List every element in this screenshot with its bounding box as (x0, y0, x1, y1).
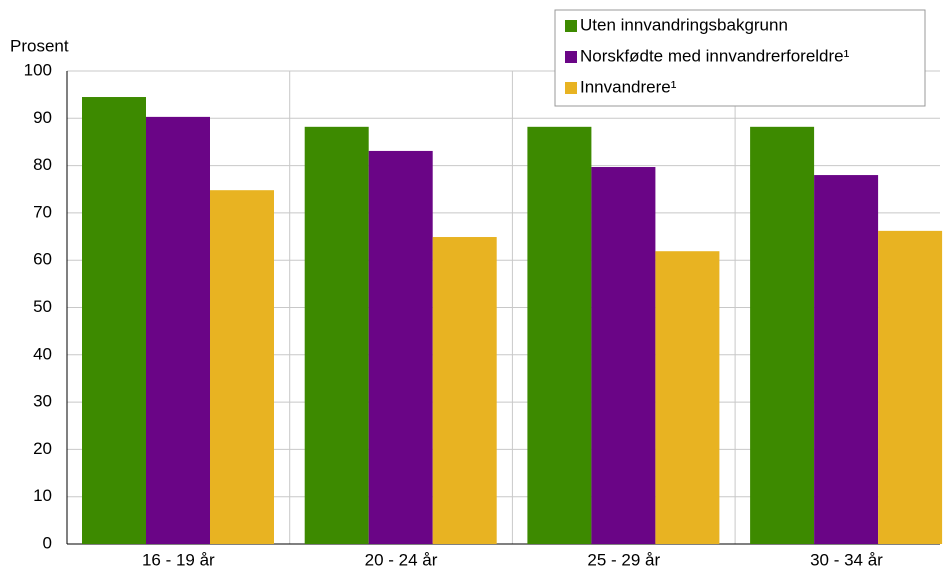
x-tick-label: 30 - 34 år (810, 550, 883, 569)
bar (655, 251, 720, 544)
y-tick-label: 20 (33, 439, 52, 458)
x-tick-label: 20 - 24 år (365, 550, 438, 569)
bar (432, 237, 497, 544)
y-tick-label: 0 (43, 533, 52, 552)
legend-swatch (565, 20, 577, 32)
legend-label: Uten innvandringsbakgrunn (580, 15, 788, 34)
legend-label: Innvandrere¹ (580, 77, 677, 96)
y-tick-label: 50 (33, 297, 52, 316)
y-tick-label: 40 (33, 344, 52, 363)
bar (304, 126, 369, 545)
y-tick-label: 70 (33, 202, 52, 221)
legend-label: Norskfødte med innvandrerforeldre¹ (580, 46, 850, 65)
y-tick-label: 10 (33, 486, 52, 505)
bar (146, 116, 210, 545)
legend-swatch (565, 82, 577, 94)
y-tick-label: 100 (24, 60, 52, 79)
bar (814, 175, 879, 544)
y-tick-label: 80 (33, 155, 52, 174)
legend-box (554, 9, 926, 107)
bar (210, 190, 274, 545)
x-tick-label: 16 - 19 år (142, 550, 215, 569)
bar (527, 126, 592, 545)
y-axis-label: Prosent (10, 36, 69, 55)
bar (878, 230, 943, 544)
bar (750, 126, 815, 545)
bar (368, 150, 433, 544)
y-tick-label: 90 (33, 108, 52, 127)
legend-swatch (565, 51, 577, 63)
y-tick-label: 60 (33, 250, 52, 269)
bar (82, 97, 146, 544)
x-tick-label: 25 - 29 år (587, 550, 660, 569)
bar (591, 167, 656, 545)
y-tick-label: 30 (33, 392, 52, 411)
